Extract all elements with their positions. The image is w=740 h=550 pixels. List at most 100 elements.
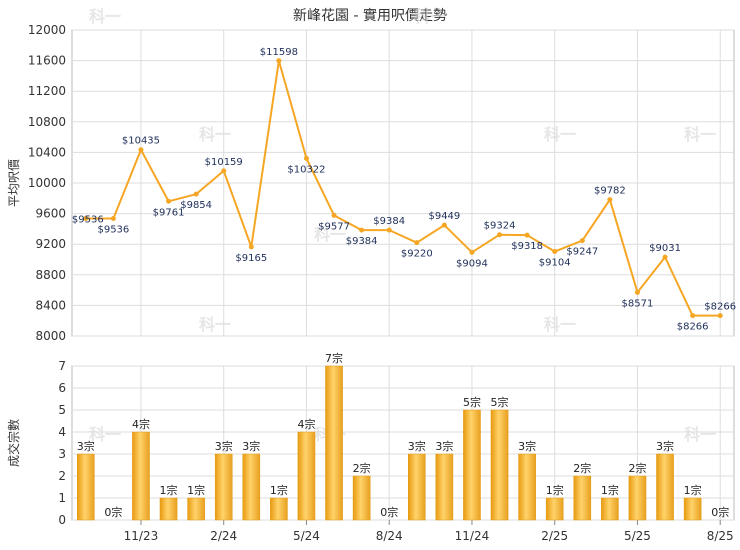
volume-bar (463, 409, 481, 521)
volume-y-axis-label: 成交宗數 (6, 419, 21, 467)
price-data-label: $9104 (539, 258, 571, 269)
price-point (276, 58, 282, 64)
x-tick-label: 2/25 (541, 529, 568, 543)
price-y-tick-label: 10800 (28, 115, 66, 129)
volume-data-label: 2宗 (628, 461, 646, 475)
price-data-label: $9536 (97, 224, 129, 235)
volume-bar (628, 475, 647, 521)
chart-title: 新峰花園 - 實用呎價走勢 (293, 7, 447, 24)
price-y-tick-label: 8400 (35, 298, 66, 312)
volume-bar (270, 497, 288, 521)
volume-bar (352, 475, 371, 521)
price-data-label: $9384 (346, 236, 378, 247)
volume-y-tick-label: 1 (58, 491, 66, 505)
price-point (166, 198, 172, 204)
volume-data-label: 2宗 (353, 461, 371, 475)
volume-y-tick-label: 6 (58, 381, 66, 395)
volume-data-label: 3宗 (656, 439, 674, 453)
price-point (469, 249, 475, 255)
volume-bar (407, 453, 426, 521)
price-series: $9536$9536 $10435 $9761$9854 $10159 $9165 $11… (72, 47, 736, 333)
volume-data-label: 5宗 (491, 395, 509, 409)
price-point (607, 197, 613, 203)
price-point (138, 147, 144, 153)
volume-data-label: 3宗 (77, 439, 95, 453)
volume-data-label: 3宗 (408, 439, 426, 453)
price-y-tick-label: 8800 (35, 268, 66, 282)
volume-bar (159, 497, 178, 521)
price-y-tick-label: 10400 (28, 145, 66, 159)
price-data-label: $9761 (153, 207, 185, 218)
watermark-text: 科一 (684, 125, 716, 144)
price-y-tick-label: 9200 (35, 237, 66, 251)
price-data-label: $9577 (318, 221, 350, 232)
price-data-label: $9324 (484, 221, 516, 232)
x-tick-label: 5/25 (624, 529, 651, 543)
price-point (717, 313, 723, 319)
volume-bar (297, 431, 316, 521)
price-line (85, 59, 721, 317)
volume-bar (325, 365, 343, 521)
volume-data-label: 1宗 (684, 483, 702, 497)
price-data-label: $11598 (260, 47, 298, 58)
volume-bar (132, 431, 150, 521)
price-point (221, 168, 227, 174)
price-data-label: $8571 (622, 298, 654, 309)
watermark-text: 科一 (89, 7, 121, 26)
price-y-tick-label: 8000 (35, 329, 66, 343)
volume-y-tick-label: 2 (58, 469, 66, 483)
volume-data-label: 1宗 (601, 483, 619, 497)
x-tick-label: 8/24 (376, 529, 403, 543)
price-data-label: $9854 (180, 200, 212, 211)
volume-bar (435, 453, 454, 521)
price-point (83, 215, 89, 221)
price-data-label: $9318 (511, 241, 543, 252)
price-y-tick-label: 9600 (35, 207, 66, 221)
price-point (248, 244, 254, 250)
volume-data-label: 0宗 (380, 505, 398, 519)
volume-bar (683, 497, 702, 521)
price-point (524, 232, 530, 238)
volume-y-tick-label: 0 (58, 513, 66, 527)
price-data-label: $8266 (704, 302, 736, 313)
price-data-label: $9094 (456, 258, 488, 269)
price-point (441, 222, 447, 228)
volume-y-tick-label: 3 (58, 447, 66, 461)
volume-bar (242, 453, 261, 521)
volume-bar (545, 497, 564, 521)
price-y-axis-label: 平均呎價 (7, 159, 21, 207)
x-tick-label: 5/24 (293, 529, 320, 543)
price-point (386, 227, 392, 233)
volume-data-label: 3宗 (242, 439, 260, 453)
price-data-label: $10159 (205, 157, 243, 168)
price-y-tick-label: 11200 (28, 84, 66, 98)
watermark-text: 科一 (199, 125, 231, 144)
price-data-label: $9220 (401, 249, 433, 260)
watermark-text: 科一 (544, 315, 576, 334)
price-point (552, 249, 558, 255)
price-data-label: $10435 (122, 136, 160, 147)
price-point (193, 191, 199, 197)
price-point (634, 289, 640, 295)
volume-y-tick-label: 7 (58, 359, 66, 373)
volume-data-label: 3宗 (215, 439, 233, 453)
price-data-label: $8266 (677, 322, 709, 333)
volume-data-label: 1宗 (160, 483, 178, 497)
x-tick-label: 2/24 (210, 529, 237, 543)
volume-bar (76, 453, 95, 521)
volume-data-label: 7宗 (325, 351, 343, 365)
volume-data-label: 1宗 (546, 483, 564, 497)
price-data-label: $9449 (428, 211, 460, 222)
volume-data-label: 0宗 (104, 505, 122, 519)
watermark-text: 科一 (199, 315, 231, 334)
volume-y-tick-label: 4 (58, 425, 66, 439)
volume-data-label: 3宗 (435, 439, 453, 453)
watermark-text: 科一 (684, 425, 716, 444)
price-data-label: $9165 (235, 253, 267, 264)
price-y-tick-label: 11600 (28, 54, 66, 68)
price-y-tick-label: 12000 (28, 23, 66, 37)
volume-bar (601, 497, 619, 521)
x-tick-label: 11/23 (124, 529, 159, 543)
